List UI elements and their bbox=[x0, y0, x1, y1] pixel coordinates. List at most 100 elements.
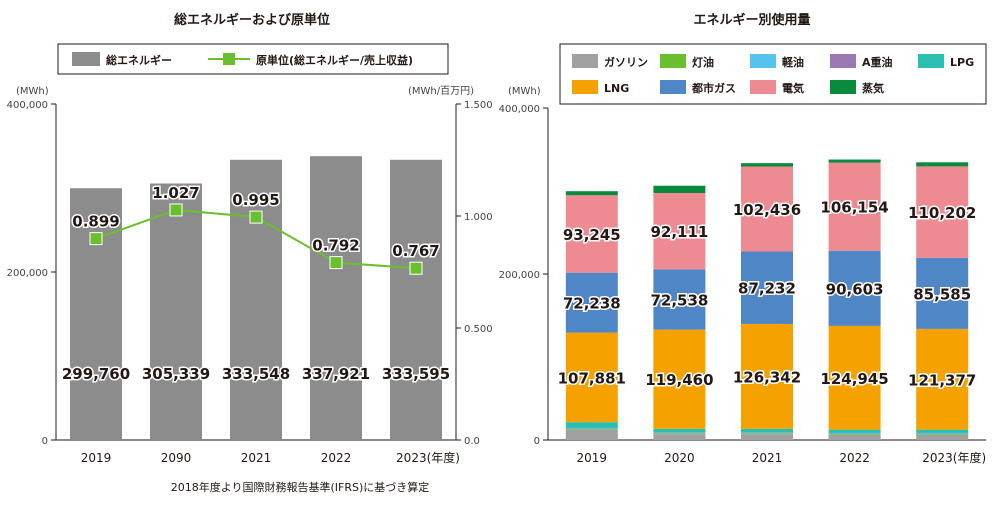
intensity-value-label: 0.767 bbox=[392, 242, 439, 260]
intensity-value-label: 1.027 bbox=[152, 184, 199, 202]
stack-value-label: 119,460 bbox=[645, 371, 713, 389]
right-x-tick-label: 2021 bbox=[752, 451, 783, 465]
stack-value-label: 102,436 bbox=[733, 201, 801, 219]
legend-swatch bbox=[660, 80, 686, 94]
left-chart-note: 2018年度より国際財務報告基準(IFRS)に基づき算定 bbox=[171, 480, 430, 494]
stack-segment-LPG bbox=[829, 430, 881, 433]
stack-segment-灯油 bbox=[566, 429, 618, 430]
right-y-tick-label: 0.500 bbox=[464, 324, 493, 335]
left-chart-title: 総エネルギーおよび原単位 bbox=[174, 12, 330, 28]
legend-label: LNG bbox=[604, 82, 629, 95]
total-energy-bar bbox=[310, 156, 362, 440]
stack-value-label: 126,342 bbox=[733, 368, 801, 386]
intensity-point bbox=[170, 204, 182, 216]
legend-swatch bbox=[572, 80, 598, 94]
right-chart-y-tick-label: 400,000 bbox=[499, 104, 540, 115]
stack-segment-灯油 bbox=[916, 434, 968, 435]
legend-label-total-energy: 総エネルギー bbox=[106, 53, 172, 67]
stack-value-label: 107,881 bbox=[558, 369, 626, 387]
left-y-unit: (MWh) bbox=[16, 86, 49, 97]
total-energy-bar bbox=[150, 184, 202, 440]
left-y-tick-label: 0 bbox=[42, 436, 48, 447]
legend-marker-intensity bbox=[223, 53, 235, 65]
stack-value-label: 72,538 bbox=[650, 292, 708, 310]
left-x-tick-label: 2023(年度) bbox=[396, 450, 460, 465]
legend-swatch bbox=[830, 80, 856, 94]
stack-segment-灯油 bbox=[741, 433, 793, 434]
intensity-point bbox=[250, 211, 262, 223]
total-energy-value-label: 305,339 bbox=[142, 365, 210, 383]
stack-segment-灯油 bbox=[829, 434, 881, 435]
legend-swatch bbox=[918, 54, 944, 68]
left-y-tick-label: 400,000 bbox=[7, 100, 48, 111]
stack-segment-蒸気 bbox=[829, 160, 881, 163]
stack-value-label: 85,585 bbox=[913, 285, 971, 303]
intensity-point bbox=[410, 262, 422, 274]
stack-value-label: 87,232 bbox=[738, 280, 796, 298]
stack-segment-蒸気 bbox=[566, 191, 618, 195]
stack-segment-軽油 bbox=[829, 433, 881, 434]
stack-value-label: 92,111 bbox=[650, 223, 708, 241]
legend-swatch bbox=[572, 54, 598, 68]
legend-label: 都市ガス bbox=[691, 81, 736, 95]
stack-value-label: 90,603 bbox=[826, 280, 884, 298]
legend-label: A重油 bbox=[862, 55, 893, 69]
legend-label: 蒸気 bbox=[862, 81, 884, 95]
legend-swatch bbox=[750, 80, 776, 94]
stack-segment-LPG bbox=[741, 429, 793, 432]
legend-swatch bbox=[660, 54, 686, 68]
stack-value-label: 106,154 bbox=[820, 199, 888, 217]
stack-segment-ガソリン bbox=[916, 435, 968, 440]
stack-value-label: 124,945 bbox=[820, 370, 888, 388]
legend-label: ガソリン bbox=[604, 55, 648, 69]
intensity-value-label: 0.995 bbox=[232, 191, 279, 209]
stack-value-label: 121,377 bbox=[908, 371, 976, 389]
legend-label: LPG bbox=[950, 56, 974, 69]
stack-segment-軽油 bbox=[916, 433, 968, 434]
legend-label-intensity: 原単位(総エネルギー/売上収益) bbox=[256, 53, 413, 67]
right-y-tick-label: 0.0 bbox=[464, 436, 480, 447]
stack-segment-LPG bbox=[916, 430, 968, 433]
total-energy-value-label: 299,760 bbox=[62, 365, 130, 383]
total-energy-bar bbox=[390, 160, 442, 440]
right-legend: ガソリン 灯油 軽油 A重油 LPG LNG 都市ガス 電気 蒸気 bbox=[572, 54, 974, 95]
stack-segment-灯油 bbox=[653, 433, 705, 434]
right-legend-frame bbox=[560, 44, 986, 104]
legend-swatch bbox=[750, 54, 776, 68]
left-x-tick-label: 2022 bbox=[321, 451, 352, 465]
right-y-tick-label: 1.500 bbox=[464, 100, 493, 111]
total-energy-value-label: 333,548 bbox=[222, 365, 290, 383]
left-y-tick-label: 200,000 bbox=[7, 268, 48, 279]
left-x-tick-label: 2019 bbox=[81, 451, 112, 465]
left-x-tick-label: 2090 bbox=[161, 451, 192, 465]
stack-segment-ガソリン bbox=[741, 434, 793, 440]
right-chart-y-tick-label: 0 bbox=[534, 436, 540, 447]
right-x-tick-label: 2019 bbox=[577, 451, 608, 465]
legend-swatch-total-energy bbox=[72, 52, 100, 66]
right-plot-area: 0200,000400,000107,88172,23893,245201911… bbox=[499, 104, 987, 465]
stack-segment-ガソリン bbox=[566, 430, 618, 440]
stack-segment-軽油 bbox=[566, 428, 618, 429]
stack-value-label: 72,238 bbox=[563, 295, 621, 313]
total-energy-value-label: 333,595 bbox=[382, 365, 450, 383]
right-chart-title: エネルギー別使用量 bbox=[693, 12, 810, 28]
stack-segment-LPG bbox=[566, 422, 618, 428]
legend-label: 軽油 bbox=[782, 55, 804, 69]
intensity-value-label: 0.792 bbox=[312, 237, 359, 255]
stack-segment-蒸気 bbox=[653, 186, 705, 193]
stack-segment-蒸気 bbox=[741, 163, 793, 166]
intensity-point bbox=[90, 233, 102, 245]
intensity-value-label: 0.899 bbox=[72, 213, 119, 231]
stack-segment-ガソリン bbox=[653, 434, 705, 440]
stack-segment-蒸気 bbox=[916, 162, 968, 166]
right-y-unit: (MWh/百万円) bbox=[408, 85, 474, 97]
stack-value-label: 110,202 bbox=[908, 204, 976, 222]
intensity-point bbox=[330, 257, 342, 269]
stack-segment-軽油 bbox=[653, 433, 705, 434]
left-legend: 総エネルギー 原単位(総エネルギー/売上収益) bbox=[58, 44, 448, 74]
legend-label: 灯油 bbox=[692, 55, 714, 69]
legend-label: 電気 bbox=[782, 81, 804, 95]
right-x-tick-label: 2022 bbox=[839, 451, 870, 465]
right-x-tick-label: 2023(年度) bbox=[922, 450, 986, 465]
